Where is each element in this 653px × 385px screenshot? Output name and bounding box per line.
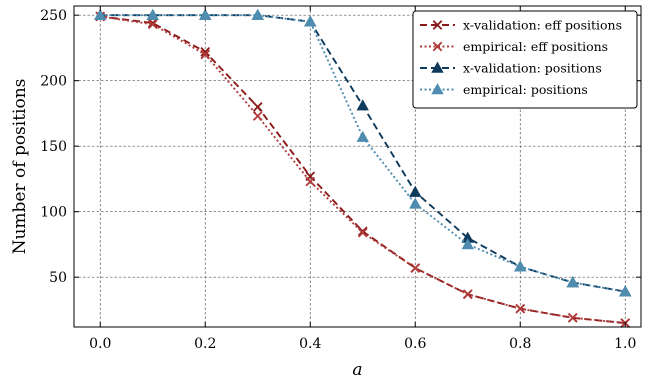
marker-stroke: [200, 47, 211, 57]
x-tick-label: 0.4: [299, 336, 321, 352]
marker-stroke: [462, 289, 473, 300]
x-tick-label: 0.0: [89, 336, 111, 352]
marker-stroke: [252, 111, 263, 121]
data-point: [410, 263, 421, 273]
y-tick-label: 50: [49, 270, 67, 286]
marker-stroke: [357, 226, 368, 237]
data-point: [409, 185, 422, 197]
data-point: [251, 8, 264, 20]
data-point: [252, 102, 263, 112]
x-tick-label: 0.2: [194, 336, 216, 352]
data-point: [356, 130, 369, 142]
x-tick-label: 0.8: [509, 336, 531, 352]
data-point: [94, 8, 107, 20]
data-point: [146, 8, 159, 20]
data-point: [200, 47, 211, 57]
plot-frame: [73, 5, 642, 328]
data-point: [619, 285, 632, 297]
marker-stroke: [252, 102, 263, 112]
legend: x-validation: eff positions empirical: ef…: [412, 10, 638, 109]
series-layer: [94, 8, 632, 328]
legend-marker: [432, 20, 443, 30]
legend-marker: [431, 61, 444, 73]
data-point: [566, 276, 579, 288]
y-tick-label: 200: [40, 74, 67, 90]
data-point: [147, 19, 158, 30]
y-tick-label: 150: [40, 139, 67, 155]
marker-stroke: [410, 263, 421, 273]
legend-box: [412, 10, 638, 109]
y-tick-label: 250: [40, 8, 67, 24]
legend-item: x-validation: positions: [420, 61, 602, 76]
marker-stroke: [147, 18, 158, 28]
data-point: [515, 303, 526, 314]
marker-stroke: [357, 227, 368, 238]
data-point: [356, 99, 369, 111]
series-line: [100, 14, 626, 293]
data-point: [514, 260, 527, 272]
x-tick-label: 0.6: [404, 336, 426, 352]
data-point: [357, 227, 368, 238]
marker-stroke: [567, 312, 578, 323]
legend-item: x-validation: eff positions: [420, 18, 622, 33]
data-point: [567, 312, 578, 323]
data-point: [461, 238, 474, 250]
marker-stroke: [147, 19, 158, 30]
marker-stroke: [200, 49, 211, 60]
data-point: [199, 8, 212, 20]
data-point: [200, 49, 211, 60]
legend-item: empirical: eff positions: [420, 39, 608, 54]
series-4: [94, 8, 632, 297]
data-point: [305, 176, 316, 187]
legend-item: empirical: positions: [420, 82, 588, 97]
y-tick-label: 100: [40, 205, 67, 221]
legend-marker: [432, 41, 443, 52]
legend-label: x-validation: eff positions: [463, 18, 622, 33]
marker-stroke: [515, 303, 526, 314]
data-point: [252, 111, 263, 121]
legend-label: empirical: positions: [463, 82, 588, 97]
data-point: [462, 289, 473, 300]
data-point: [409, 197, 422, 209]
axes: 0.0 0.2 0.4 0.6 0.8 1.0 50 100 150 200 250 a Number …: [10, 5, 642, 380]
legend-marker: [431, 83, 444, 95]
marker-stroke: [432, 20, 443, 30]
legend-label: x-validation: positions: [463, 61, 602, 76]
data-point: [304, 15, 317, 27]
x-tick-label: 1.0: [614, 336, 636, 352]
x-axis-title: a: [352, 360, 362, 380]
data-point: [357, 226, 368, 237]
series-line: [100, 15, 626, 325]
marker-stroke: [305, 176, 316, 187]
y-axis-title: Number of positions: [10, 79, 30, 255]
marker-stroke: [432, 41, 443, 52]
data-point: [147, 18, 158, 28]
legend-label: empirical: eff positions: [463, 39, 608, 54]
